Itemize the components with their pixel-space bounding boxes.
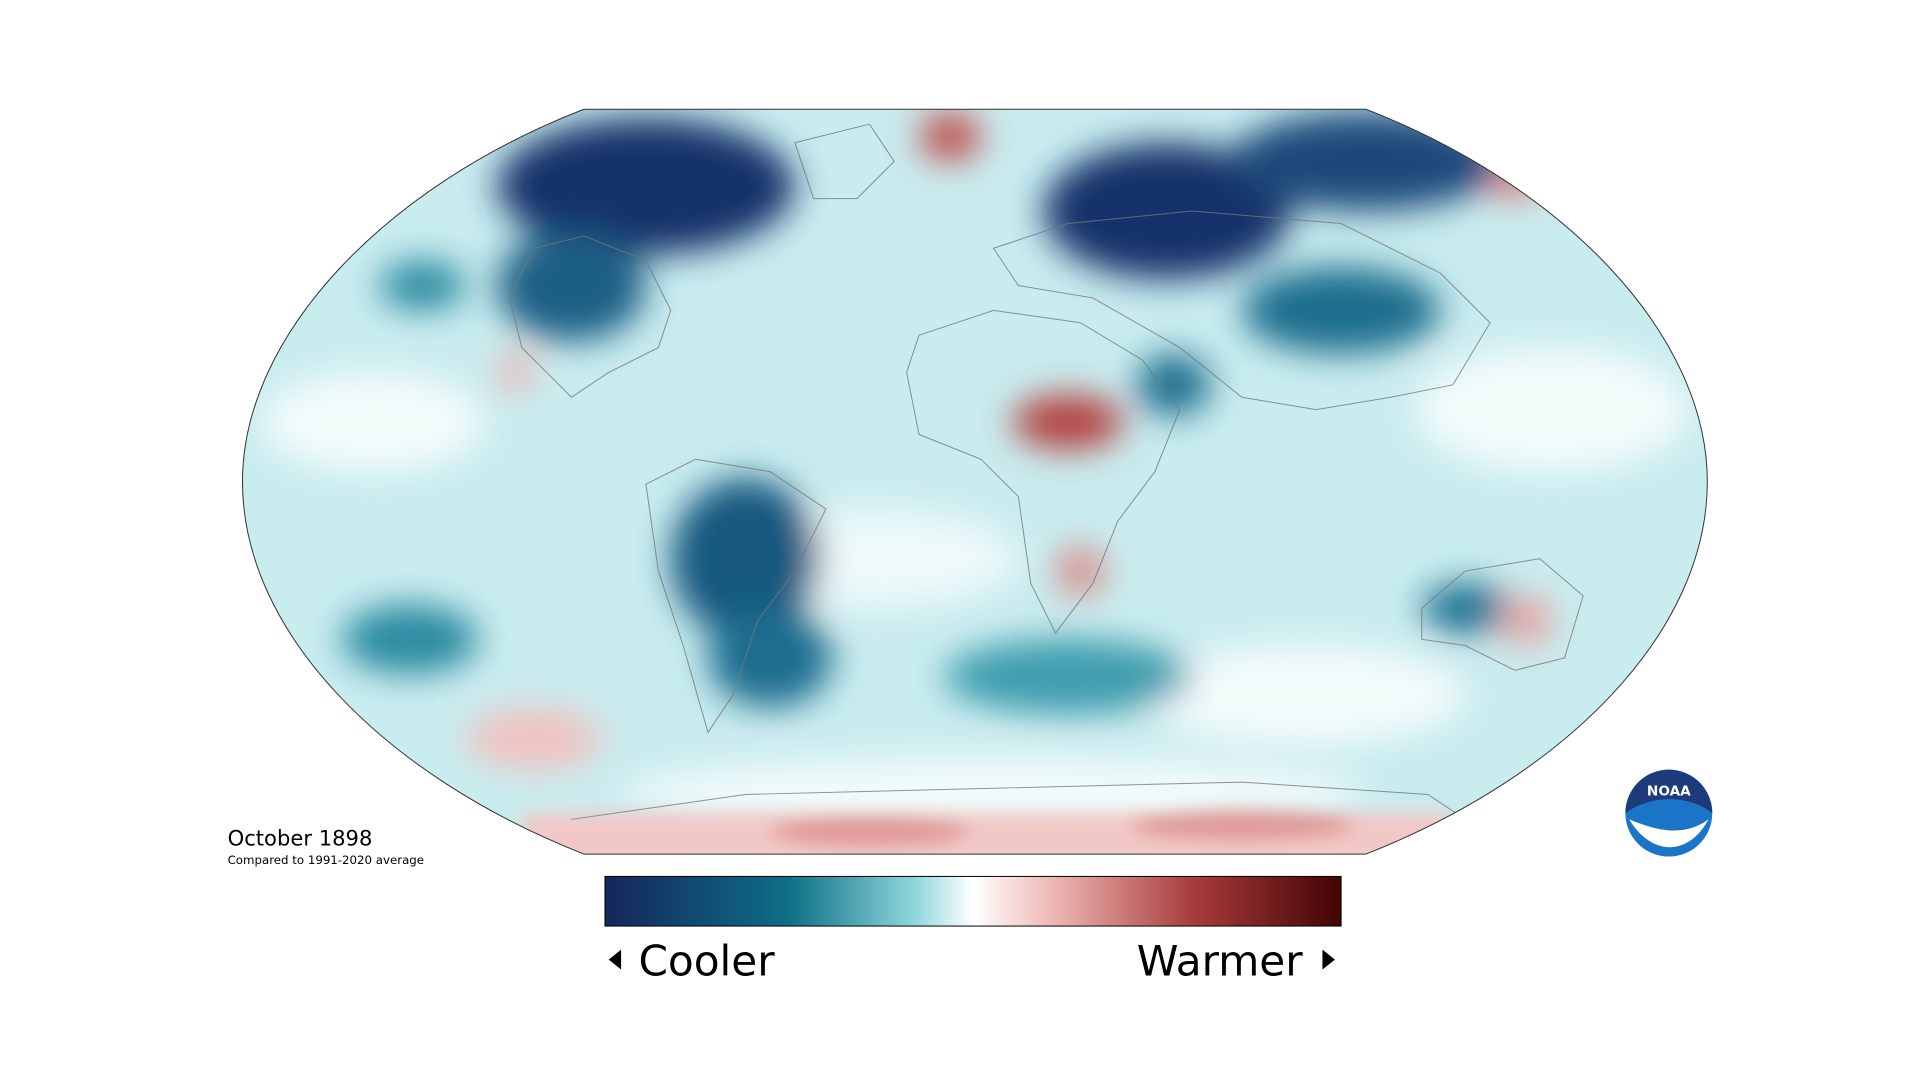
anomaly-map (242, 109, 1708, 855)
warmer-label: Warmer (1137, 937, 1304, 986)
subtitle: Compared to 1991-2020 average (228, 853, 424, 867)
map-outline (241, 108, 1708, 855)
color-scale (604, 875, 1342, 927)
cooler-label: Cooler (638, 937, 775, 986)
noaa-logo: NOAA (1625, 769, 1713, 857)
title: October 1898 (228, 825, 373, 850)
warmer-arrow (1322, 949, 1335, 970)
logo-text: NOAA (1647, 784, 1691, 800)
cooler-arrow (608, 949, 622, 970)
